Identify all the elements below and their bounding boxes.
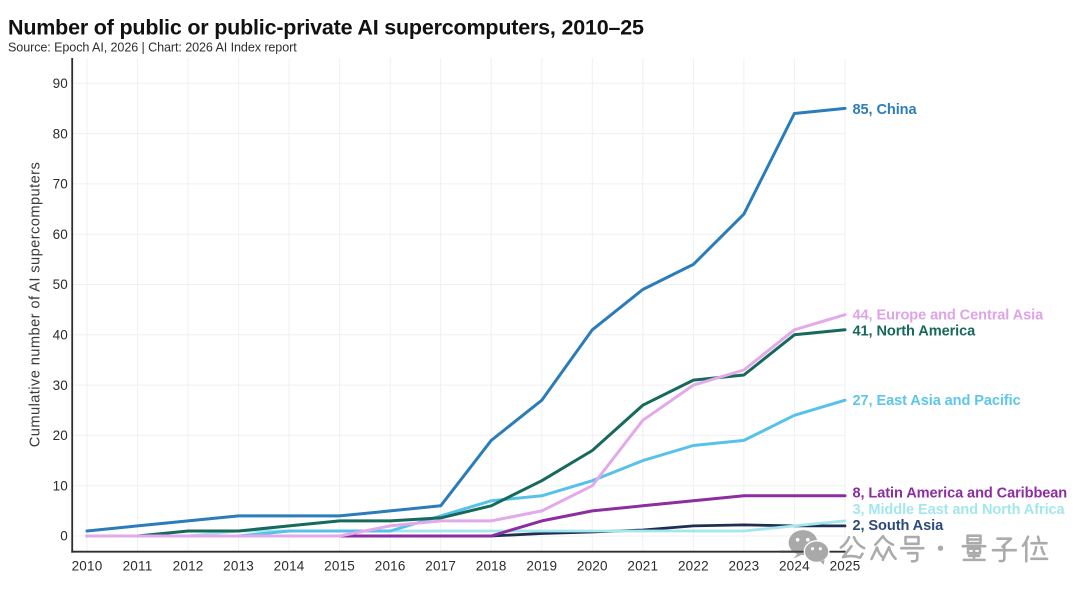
- svg-text:2017: 2017: [425, 559, 456, 574]
- svg-text:Cumulative number of AI superc: Cumulative number of AI supercomputers: [28, 162, 44, 447]
- svg-text:2024: 2024: [779, 559, 810, 574]
- svg-text:85, China: 85, China: [853, 102, 918, 118]
- svg-text:2010: 2010: [72, 559, 103, 574]
- svg-text:2016: 2016: [375, 559, 406, 574]
- svg-text:0: 0: [60, 529, 68, 544]
- svg-text:Source: Epoch AI, 2026 | Chart: Source: Epoch AI, 2026 | Chart: 2026 AI …: [8, 41, 297, 55]
- svg-text:2023: 2023: [728, 559, 759, 574]
- svg-text:44, Europe and Central Asia: 44, Europe and Central Asia: [853, 308, 1045, 324]
- svg-text:2015: 2015: [324, 559, 355, 574]
- svg-text:60: 60: [53, 227, 68, 242]
- svg-text:2, South Asia: 2, South Asia: [853, 518, 945, 534]
- svg-text:3, Middle East and North Afric: 3, Middle East and North Africa: [853, 502, 1066, 518]
- svg-text:2014: 2014: [274, 559, 305, 574]
- svg-text:80: 80: [53, 126, 68, 141]
- svg-text:2022: 2022: [678, 559, 709, 574]
- svg-text:2025: 2025: [830, 559, 861, 574]
- svg-text:10: 10: [53, 478, 68, 493]
- svg-text:50: 50: [53, 277, 68, 292]
- svg-text:90: 90: [53, 76, 68, 91]
- svg-text:27, East Asia and Pacific: 27, East Asia and Pacific: [853, 393, 1021, 409]
- svg-text:2019: 2019: [526, 559, 557, 574]
- svg-text:2011: 2011: [123, 559, 153, 574]
- svg-text:2018: 2018: [476, 559, 507, 574]
- svg-text:40: 40: [53, 328, 68, 343]
- svg-text:2021: 2021: [627, 559, 658, 574]
- svg-text:2020: 2020: [577, 559, 608, 574]
- svg-text:Number of public or public-pri: Number of public or public-private AI su…: [8, 16, 644, 40]
- svg-text:30: 30: [53, 378, 68, 393]
- svg-text:70: 70: [53, 177, 68, 192]
- svg-text:2013: 2013: [223, 559, 254, 574]
- svg-text:8, Latin America and Caribbean: 8, Latin America and Caribbean: [853, 486, 1068, 502]
- svg-text:20: 20: [53, 428, 68, 443]
- svg-text:2012: 2012: [173, 559, 204, 574]
- svg-text:41, North America: 41, North America: [853, 324, 977, 340]
